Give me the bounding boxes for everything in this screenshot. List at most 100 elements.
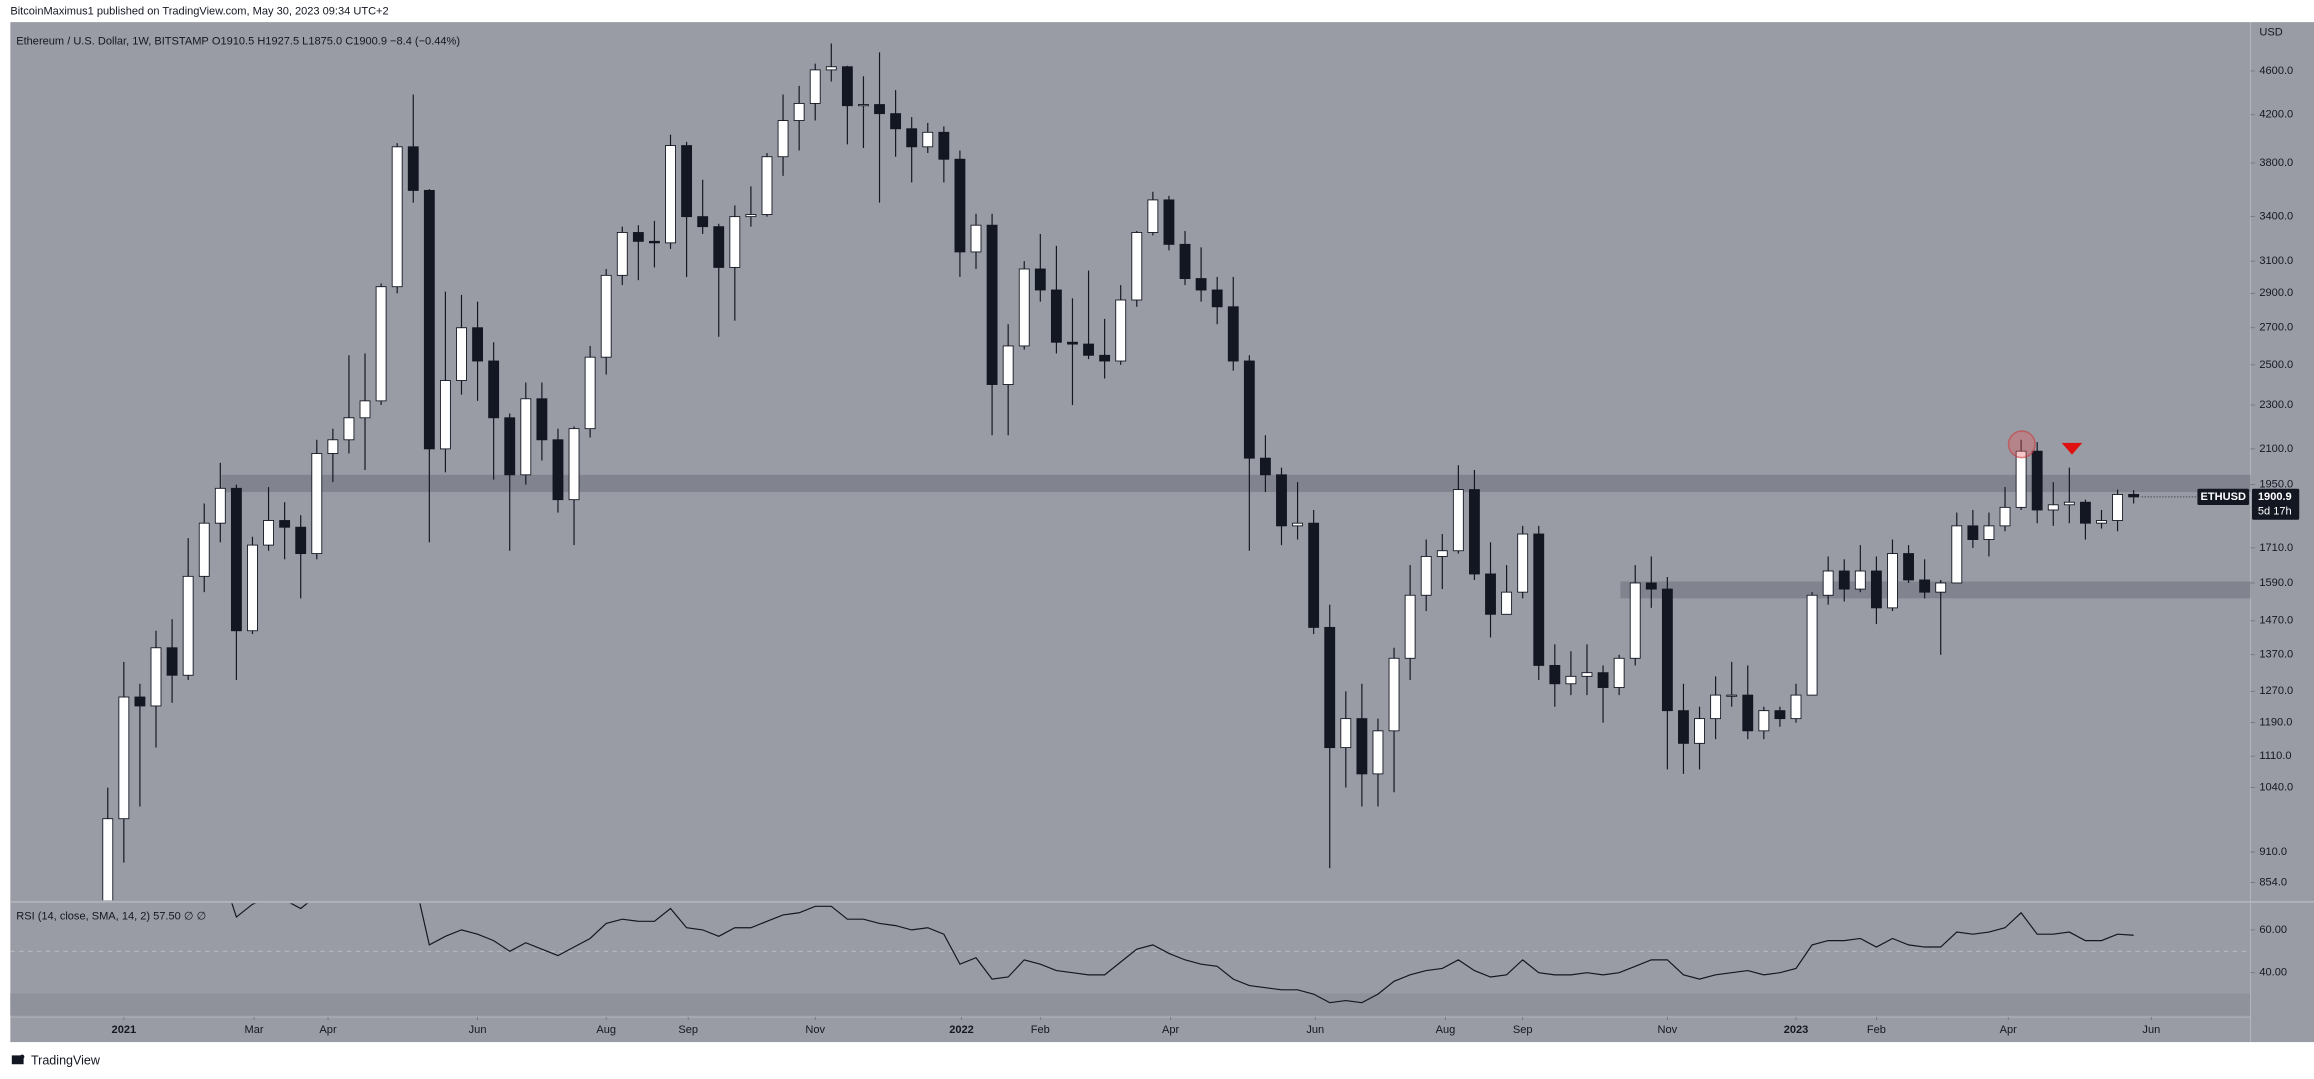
candle-body	[1163, 199, 1175, 245]
candle-body	[1018, 268, 1030, 347]
currency-label: USD	[2259, 26, 2282, 38]
candle-body	[793, 102, 805, 121]
candle-body	[1259, 457, 1271, 476]
footer-text: TradingView	[31, 1054, 101, 1068]
y-tick-label: 1710.0	[2259, 542, 2293, 554]
candle-body	[954, 158, 966, 253]
y-tick-label: 854.0	[2259, 876, 2287, 888]
y-tick-label: 4200.0	[2259, 109, 2293, 121]
x-tick-label: Nov	[1658, 1024, 1678, 1036]
y-tick-label: 2100.0	[2259, 443, 2293, 455]
candle-body	[1034, 268, 1046, 291]
candle-body	[809, 69, 821, 104]
candle-body	[1067, 341, 1078, 345]
rsi-lower-band	[10, 993, 2251, 1016]
axes: 854.0 910.0 1040.0 1110.0 1190.0 1270.0 1370.0…	[112, 26, 2300, 1036]
ohlc-key: L	[302, 35, 308, 47]
y-tick-label: 3800.0	[2259, 157, 2293, 169]
y-tick-label: 910.0	[2259, 846, 2287, 858]
candle-body	[761, 156, 773, 215]
candle-body	[649, 240, 660, 244]
x-tick-label: Sep	[678, 1024, 698, 1036]
candle-body	[1742, 694, 1754, 732]
candle-body	[938, 131, 950, 160]
candle-body	[1854, 570, 1866, 590]
y-tick-label: 3400.0	[2259, 211, 2293, 223]
candle-body	[488, 360, 500, 419]
x-tick-label: 2023	[1784, 1024, 1809, 1036]
candle-body	[552, 439, 564, 501]
candle-body	[230, 487, 242, 632]
symbol-label: ETHUSD	[2201, 491, 2246, 503]
candle-body	[1774, 710, 1786, 720]
candle-body	[1501, 591, 1513, 615]
y-tick-label: 1190.0	[2259, 717, 2292, 729]
candle-body	[1276, 474, 1287, 527]
price-pane	[102, 43, 2251, 901]
x-tick-label: 2021	[112, 1024, 137, 1036]
candle-body	[970, 224, 982, 253]
candle-body	[584, 356, 596, 430]
y-tick-label: 2700.0	[2259, 322, 2293, 334]
symbol-legend: Ethereum / U.S. Dollar, 1W, BITSTAMP O19…	[16, 35, 460, 47]
price-box	[2252, 488, 2300, 520]
candle-body	[1983, 525, 1995, 540]
y-tick-label: 1370.0	[2259, 649, 2293, 661]
candle-body	[1838, 570, 1850, 590]
x-tick-label: Apr	[1162, 1024, 1180, 1036]
y-tick-label: 1590.0	[2259, 577, 2293, 589]
candle-body	[1919, 579, 1931, 593]
candle-body	[906, 128, 918, 148]
candle-body	[1887, 553, 1898, 609]
candle-body	[1485, 573, 1496, 615]
candle-body	[118, 696, 130, 820]
candle-body	[1870, 570, 1882, 609]
candle-body	[858, 104, 869, 107]
candle-body	[745, 214, 757, 218]
candle-body	[2079, 501, 2091, 524]
candle-body	[1951, 525, 1963, 584]
candle-body	[2015, 450, 2027, 508]
candle-body	[2096, 520, 2107, 524]
x-tick-label: Aug	[596, 1024, 616, 1036]
x-tick-label: Sep	[1513, 1024, 1533, 1036]
candle-body	[311, 453, 323, 555]
candle-body	[1388, 657, 1400, 732]
candle-body	[1083, 343, 1094, 356]
candle-body	[1935, 582, 1947, 593]
candle-body	[1404, 594, 1416, 659]
rsi-extra: ∅	[197, 911, 207, 923]
candle-body	[198, 522, 210, 577]
y-tick-label: 1110.0	[2259, 750, 2291, 762]
rsi-legend: RSI (14, close, SMA, 14, 2) 57.50 ∅ ∅	[16, 911, 206, 923]
candle-body	[2063, 501, 2075, 506]
candle-body	[600, 274, 612, 358]
x-tick-label: Jun	[1306, 1024, 1324, 1036]
candle-body	[1050, 289, 1062, 343]
candle-body	[375, 286, 387, 402]
x-tick-label: Feb	[1031, 1024, 1050, 1036]
x-tick-label: 2022	[949, 1024, 974, 1036]
candle-body	[520, 398, 532, 476]
candle-body	[2031, 450, 2043, 511]
candle-body	[327, 439, 339, 454]
ohlc-key: C	[345, 35, 353, 47]
candle-body	[1324, 626, 1336, 749]
candle-body	[713, 226, 725, 268]
y-tick-label: 3100.0	[2259, 255, 2293, 267]
countdown-label: 5d 17h	[2258, 506, 2292, 518]
candle-body	[150, 647, 162, 707]
ohlc-change: −8.4 (−0.44%)	[390, 35, 460, 47]
x-tick-label: Apr	[319, 1024, 337, 1036]
candle-body	[1694, 718, 1705, 744]
legend: Ethereum / U.S. Dollar, 1W, BITSTAMP O19…	[16, 35, 460, 922]
candle-body	[665, 145, 676, 244]
x-tick-label: Aug	[1436, 1024, 1456, 1036]
ohlc-value: 1875.0	[308, 35, 342, 47]
candle-body	[777, 120, 789, 158]
candle-body	[729, 216, 741, 268]
candle-body	[1661, 588, 1673, 712]
candle-body	[1645, 582, 1657, 590]
candle-body	[536, 398, 548, 441]
